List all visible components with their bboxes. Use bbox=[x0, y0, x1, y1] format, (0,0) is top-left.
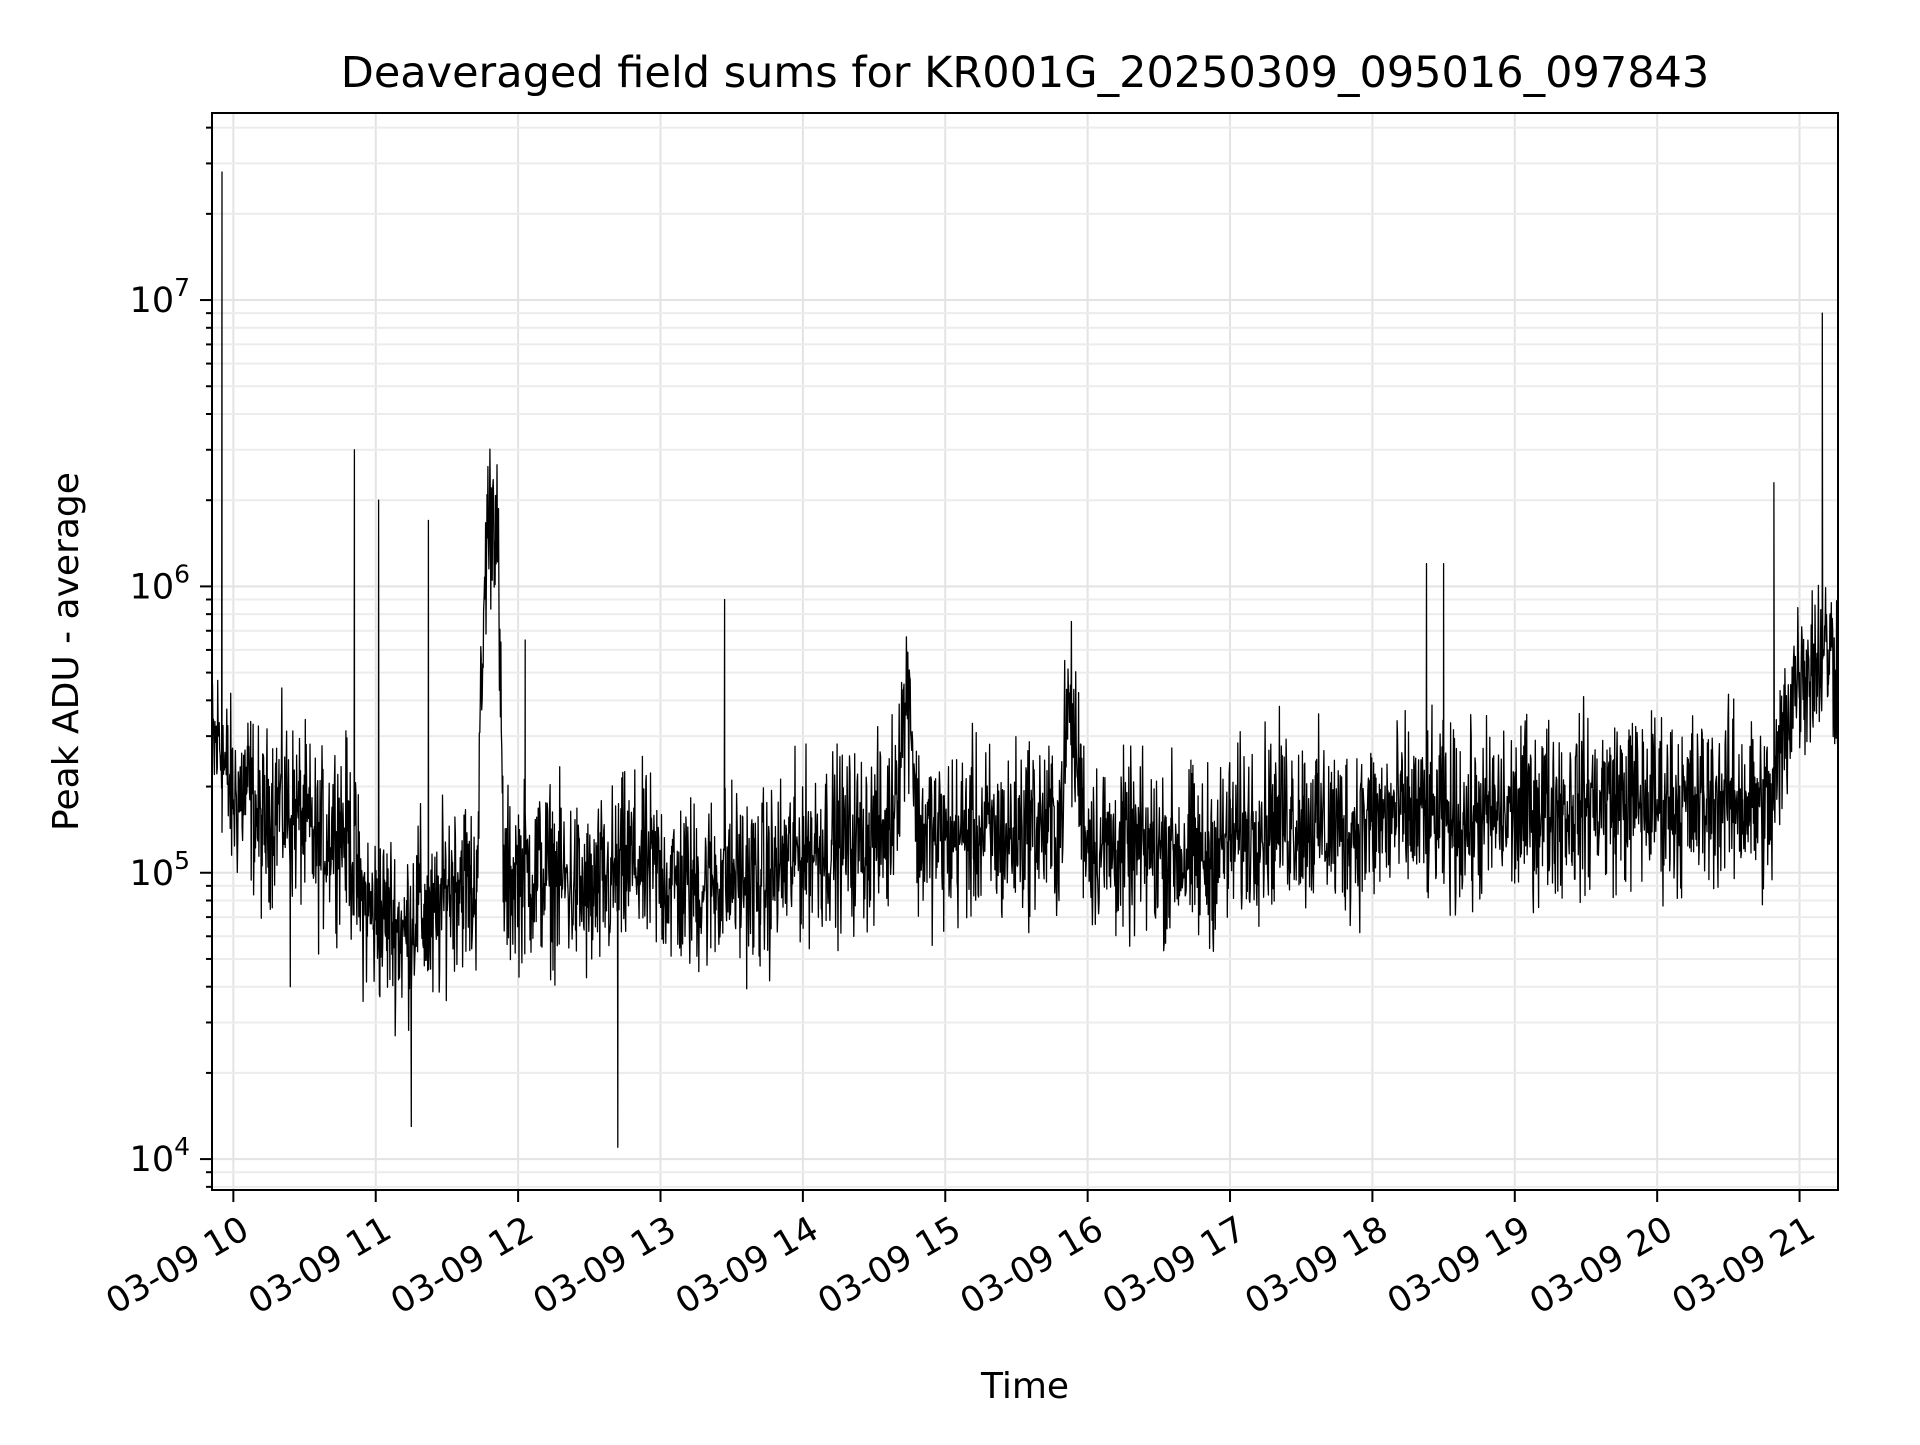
series-line bbox=[211, 171, 1839, 1148]
y-tick-label: 107 bbox=[130, 273, 190, 321]
y-tick-label: 104 bbox=[130, 1132, 190, 1180]
plot-area-frame bbox=[211, 112, 1839, 1191]
grid-lines bbox=[212, 113, 1838, 1190]
series-layer bbox=[211, 171, 1839, 1148]
y-tick-label: 106 bbox=[130, 559, 190, 607]
y-tick-label: 105 bbox=[130, 846, 190, 894]
y-axis-label: Peak ADU - average bbox=[46, 472, 87, 831]
x-axis-label: Time bbox=[980, 1366, 1069, 1407]
y-axis-ticks: 104 105 106 107 bbox=[130, 126, 212, 1188]
chart-title: Deaveraged field sums for KR001G_2025030… bbox=[341, 48, 1710, 98]
